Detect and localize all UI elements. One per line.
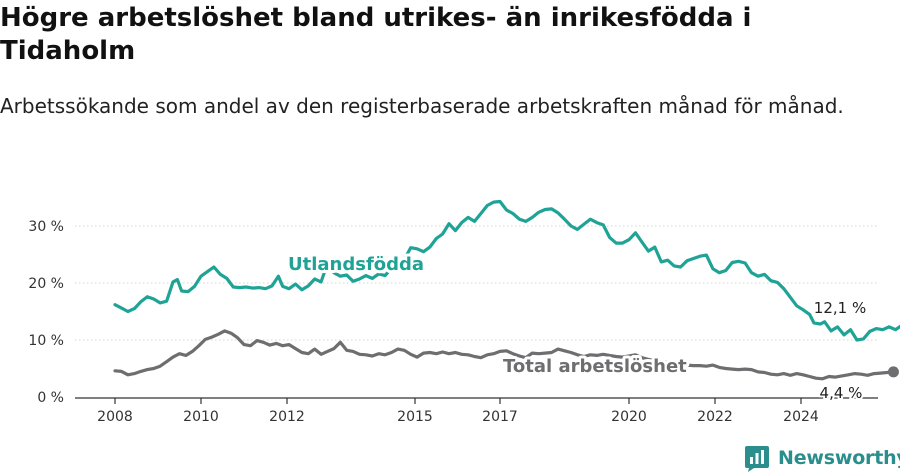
series-end-value-label: 4,4 % [820, 384, 863, 402]
series-label-halo: Total arbetslöshet [503, 356, 687, 377]
x-tick-label: 2010 [183, 409, 219, 425]
gridlines [75, 225, 878, 341]
series-line-1 [113, 329, 896, 381]
y-tick-label: 30 % [28, 219, 64, 235]
chart-subtitle: Arbetssökande som andel av den registerb… [0, 94, 844, 118]
series-line-0 [113, 199, 900, 342]
y-tick-label: 20 % [28, 276, 64, 292]
x-tick-label: 2022 [697, 409, 733, 425]
series-label-halo: Utlandsfödda [288, 254, 424, 275]
newsworthy-brand[interactable]: Newsworthy [744, 444, 900, 472]
series-lines [113, 199, 900, 381]
chart-title: Högre arbetslöshet bland utrikes- än inr… [0, 3, 752, 66]
x-tick-label: 2015 [397, 409, 433, 425]
brand-name: Newsworthy [778, 447, 900, 469]
series-end-marker [887, 366, 899, 378]
x-tick-label: 2020 [611, 409, 647, 425]
end-label-halo: 4,4 % [820, 384, 863, 402]
x-tick-label: 2012 [269, 409, 305, 425]
series-end-value-label: 12,1 % [814, 299, 866, 317]
series-name-label: Total arbetslöshet [503, 356, 687, 377]
x-tick-label: 2017 [482, 409, 518, 425]
y-axis-ticks: 0 % 10 % 20 % 30 % [28, 219, 64, 406]
series-name-label: Utlandsfödda [288, 254, 424, 275]
y-tick-label: 10 % [28, 333, 64, 349]
x-tick-label: 2024 [783, 409, 819, 425]
end-label-halo: 12,1 % [814, 299, 866, 317]
y-tick-label: 0 % [37, 390, 64, 406]
newsworthy-bar-logo-icon [745, 446, 769, 472]
x-axis-ticks: 2008 2010 2012 2015 2017 2020 2022 2024 [97, 398, 819, 425]
x-tick-label: 2008 [97, 409, 133, 425]
